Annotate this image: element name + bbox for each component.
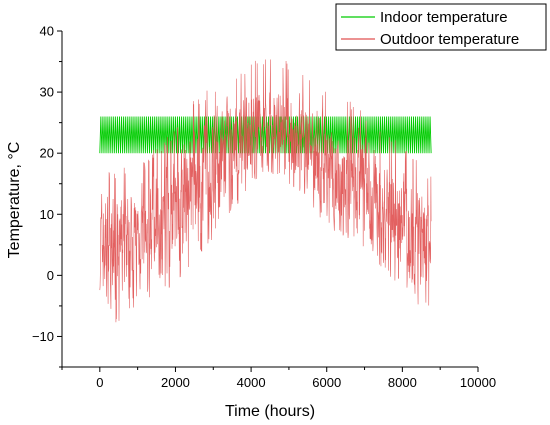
y-tick-label: −10 — [32, 329, 54, 344]
x-tick-label: 0 — [96, 375, 103, 390]
x-tick-label: 8000 — [388, 375, 417, 390]
series-indoor-temperature — [99, 116, 432, 154]
y-tick-label: 40 — [40, 24, 54, 39]
legend-label-outdoor: Outdoor temperature — [380, 31, 519, 48]
x-tick-label: 2000 — [161, 375, 190, 390]
outdoor-temperature-line — [99, 59, 432, 323]
x-tick-label: 6000 — [312, 375, 341, 390]
legend-box — [335, 3, 547, 51]
x-tick-label: 4000 — [237, 375, 266, 390]
y-tick-label: 20 — [40, 146, 54, 161]
y-tick-label: 0 — [47, 268, 54, 283]
legend: Indoor temperature Outdoor temperature — [335, 3, 547, 51]
y-tick-label: 10 — [40, 207, 54, 222]
indoor-temperature-line — [99, 116, 432, 154]
y-axis-title: Temperature, °C — [6, 142, 23, 259]
x-axis-title: Time (hours) — [225, 403, 315, 420]
legend-label-indoor: Indoor temperature — [380, 9, 508, 26]
axes — [61, 31, 478, 368]
x-tick-label: 10000 — [460, 375, 496, 390]
y-tick-label: 30 — [40, 85, 54, 100]
series-outdoor-temperature — [99, 59, 432, 323]
plot-area — [99, 59, 432, 323]
tick-marks: 0 2000 4000 6000 8000 10000 −10 0 10 20 30 40 — [32, 24, 496, 391]
